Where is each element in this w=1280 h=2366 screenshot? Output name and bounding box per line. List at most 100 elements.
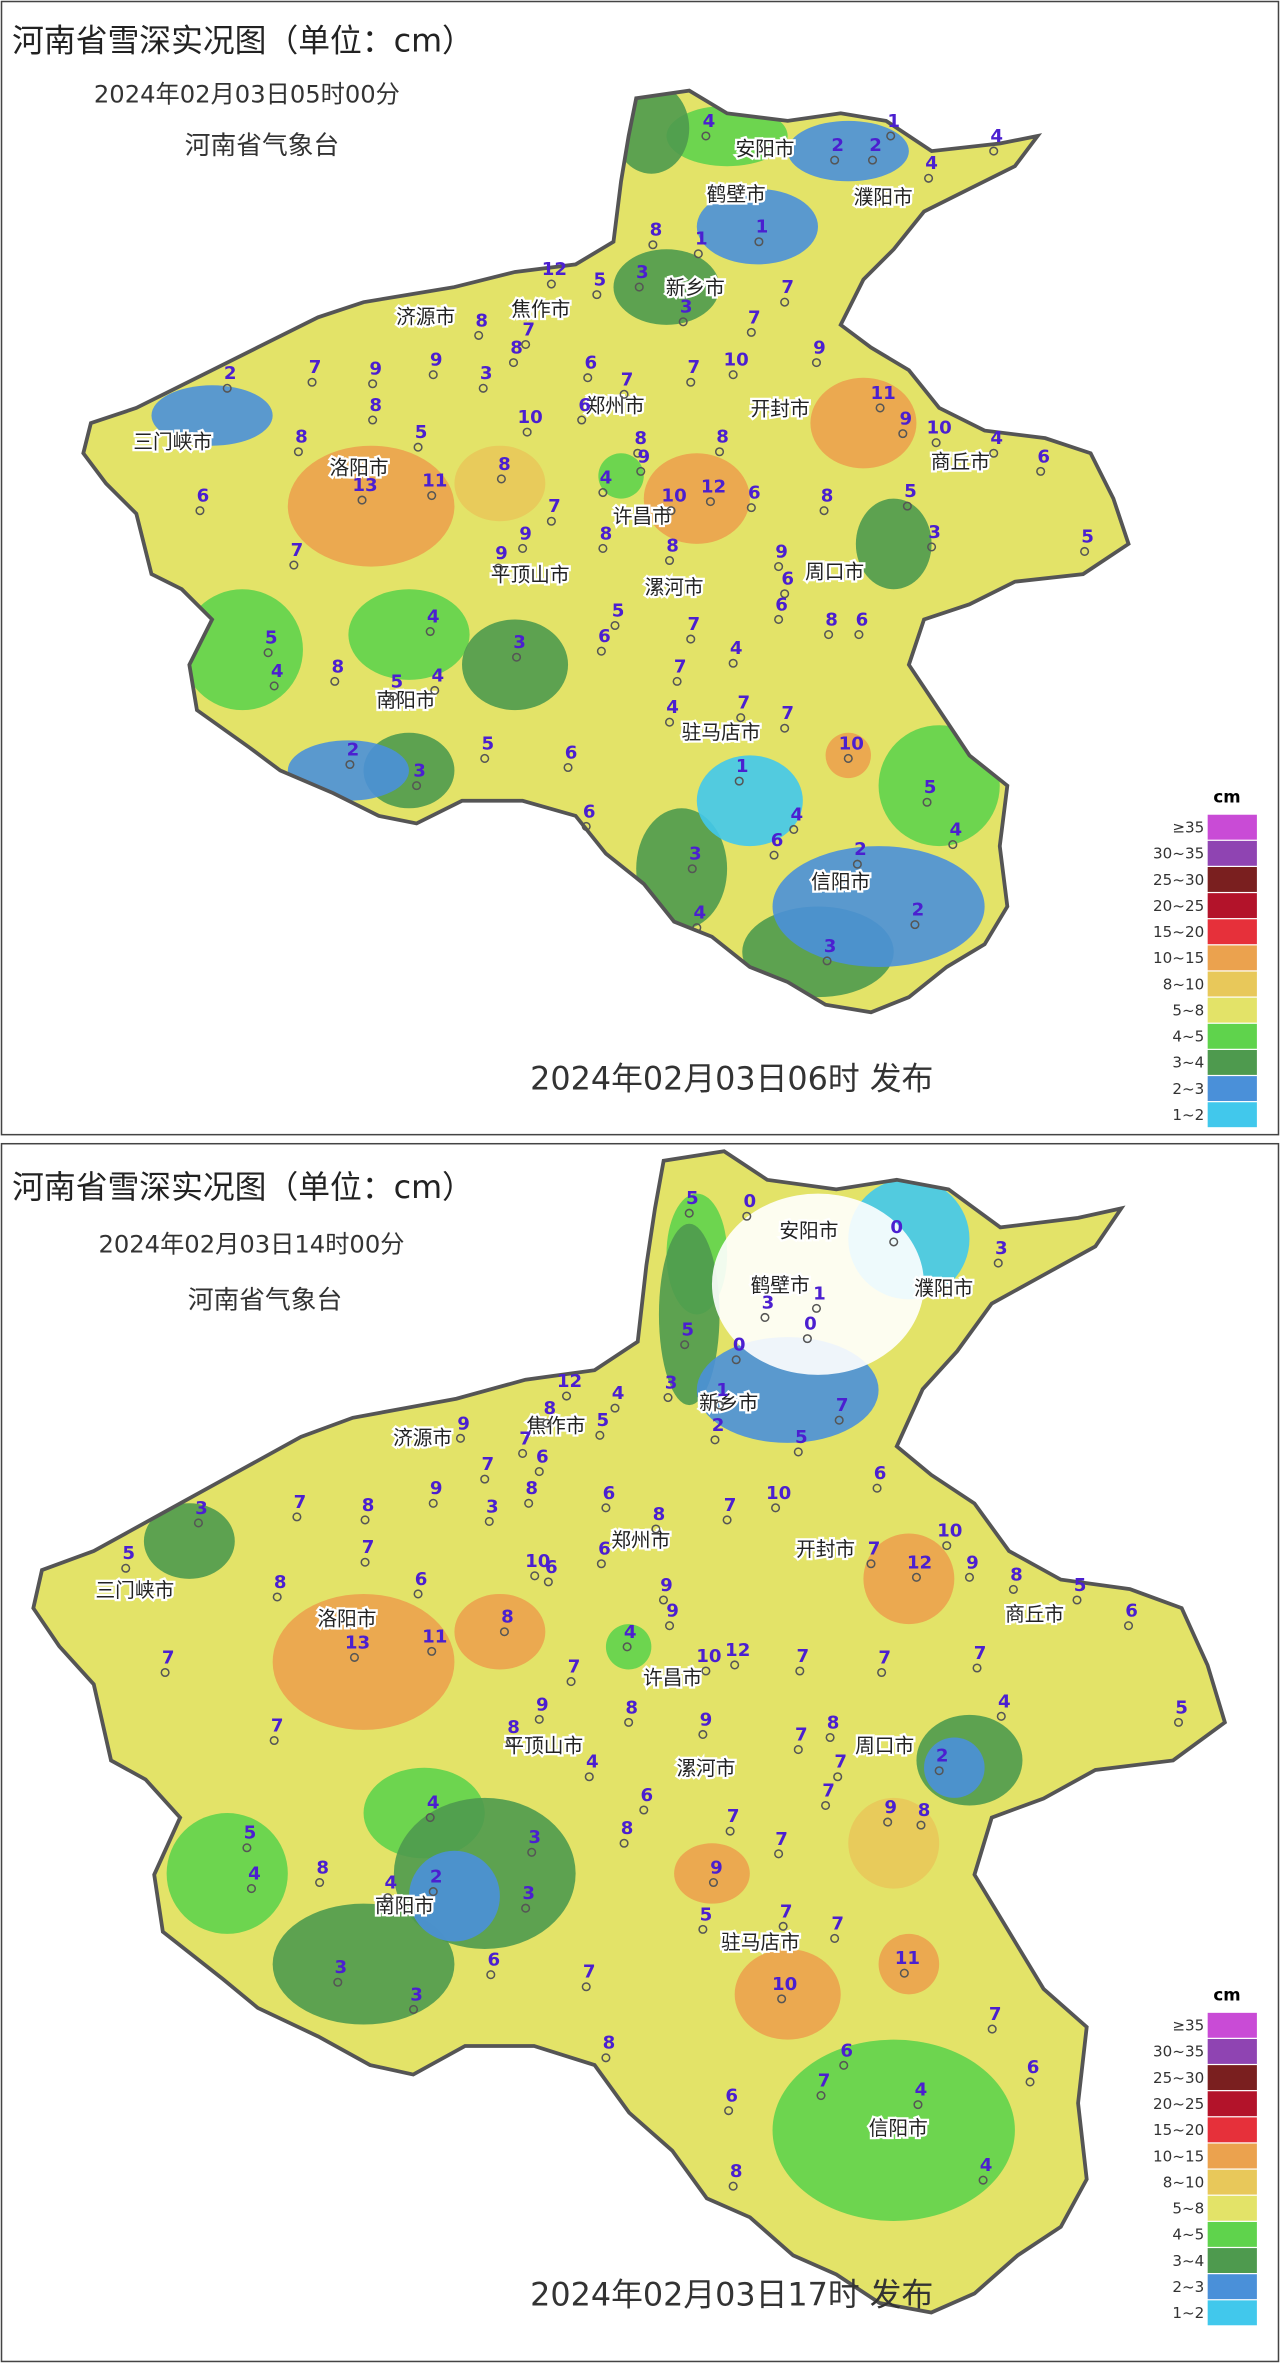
station-marker: [830, 1933, 840, 1943]
station-value: 3: [528, 1827, 541, 1848]
station-value: 7: [737, 693, 750, 714]
station-value: 11: [422, 1626, 447, 1647]
station-marker: [834, 1415, 844, 1425]
station-value: 6: [856, 610, 869, 631]
station-value: 7: [974, 1643, 987, 1664]
station-marker: [714, 447, 725, 457]
station-marker: [1072, 1595, 1082, 1605]
station-value: 4: [730, 638, 743, 659]
station-marker: [357, 495, 367, 505]
station-value: 2: [347, 739, 360, 760]
station-marker: [972, 1663, 982, 1673]
station-marker: [480, 753, 490, 763]
station-value: 3: [995, 1238, 1008, 1259]
snow-zone: [143, 1503, 235, 1579]
station-value: 2: [430, 1867, 443, 1888]
station-marker: [595, 1430, 605, 1440]
snow-zone: [408, 1850, 500, 1942]
station-marker: [693, 249, 703, 259]
station-marker: [698, 1729, 708, 1739]
station-value: 8: [510, 338, 523, 359]
legend-label: 25~30: [1153, 871, 1204, 889]
station-value: 12: [557, 1371, 582, 1392]
station-value: 10: [937, 1521, 962, 1542]
legend-label: 15~20: [1153, 923, 1204, 941]
station-marker: [725, 1826, 735, 1836]
station-value: 2: [936, 1746, 949, 1767]
station-marker: [708, 1877, 719, 1888]
snow-zone: [598, 453, 644, 499]
station-value: 8: [369, 395, 382, 416]
city-label: 三门峡市: [95, 1579, 174, 1602]
legend-swatch: [1206, 1049, 1258, 1076]
station-value: 9: [637, 446, 650, 467]
snow-zone: [696, 755, 803, 847]
station-value: 0: [890, 1217, 903, 1238]
station-value: 5: [481, 733, 494, 754]
station-marker: [769, 850, 779, 860]
snow-zone: [772, 2039, 1015, 2221]
station-value: 6: [603, 1483, 616, 1504]
station-marker: [924, 173, 934, 183]
legend-swatch: [1206, 996, 1258, 1024]
station-value: 6: [781, 569, 794, 590]
station-marker: [989, 146, 999, 156]
station-value: 8: [600, 523, 613, 544]
station-value: 8: [295, 427, 308, 448]
station-value: 3: [480, 363, 493, 384]
station-value: 4: [790, 804, 803, 825]
station-marker: [428, 1498, 438, 1508]
station-marker: [524, 1498, 534, 1508]
snow-zone: [462, 619, 569, 711]
station-marker: [886, 131, 896, 141]
station-value: 8: [634, 428, 647, 449]
station-marker: [795, 1666, 805, 1676]
station-value: 7: [522, 319, 535, 340]
station-marker: [430, 685, 440, 695]
station-value: 2: [854, 839, 867, 860]
station-marker: [793, 1745, 803, 1755]
snow-zone: [878, 1933, 940, 1995]
station-marker: [581, 1982, 591, 1992]
station-marker: [774, 614, 784, 624]
station-marker: [811, 1303, 822, 1313]
station-marker: [478, 383, 488, 393]
station-marker: [754, 237, 764, 247]
station-value: 5: [700, 1904, 713, 1925]
station-value: 5: [122, 1543, 135, 1564]
station-value: 7: [481, 1454, 494, 1475]
city-label: 商丘市: [931, 450, 990, 473]
legend-swatch: [1206, 2142, 1258, 2170]
station-marker: [636, 466, 646, 476]
province-border: [81, 88, 1131, 1015]
station-marker: [852, 859, 862, 869]
station-marker: [368, 415, 378, 425]
legend-label: 4~5: [1172, 1028, 1204, 1046]
legend-label: 2~3: [1172, 1080, 1204, 1098]
station-marker: [412, 781, 422, 791]
station-value: 10: [927, 418, 952, 439]
station-marker: [802, 1334, 812, 1344]
station-marker: [875, 403, 885, 413]
station-marker: [931, 438, 941, 448]
station-value: 7: [687, 357, 700, 378]
station-marker: [474, 330, 484, 340]
station-marker: [511, 652, 522, 662]
station-value: 2: [712, 1415, 725, 1436]
station-marker: [777, 1994, 787, 2004]
station-marker: [889, 1237, 899, 1247]
station-marker: [521, 1903, 531, 1913]
station-marker: [714, 1400, 725, 1410]
station-marker: [522, 427, 532, 437]
station-value: 8: [507, 1717, 520, 1738]
station-value: 9: [700, 1709, 713, 1730]
station-marker: [521, 339, 531, 350]
station-marker: [942, 1541, 952, 1551]
station-value: 6: [1027, 2057, 1040, 2078]
station-value: 7: [781, 703, 794, 724]
station-value: 4: [980, 2155, 993, 2176]
station-value: 4: [666, 697, 679, 718]
station-marker: [601, 1503, 611, 1513]
station-marker: [730, 1660, 740, 1670]
